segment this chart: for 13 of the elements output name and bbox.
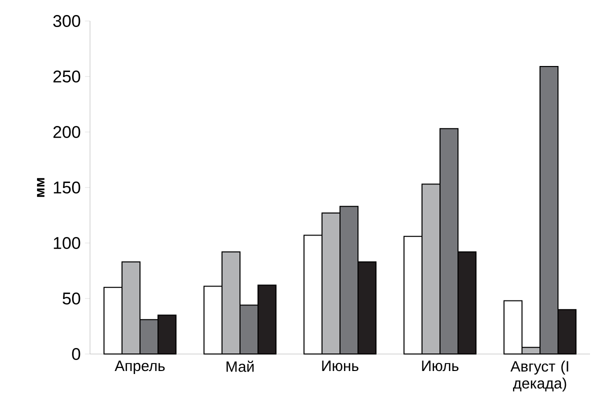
y-tick-label: 300 bbox=[53, 15, 80, 27]
y-tick-label: 200 bbox=[53, 126, 80, 138]
y-tick-label: 150 bbox=[54, 182, 80, 194]
y-axis-title: мм bbox=[37, 178, 44, 197]
x-tick-label: Май bbox=[226, 360, 254, 372]
x-tick-label: Июль bbox=[422, 360, 458, 372]
x-tick-label: Июнь bbox=[322, 360, 358, 372]
y-tick-label: 250 bbox=[53, 70, 80, 82]
y-tick-label: 0 bbox=[72, 348, 80, 360]
x-tick-label: Август (I декада) bbox=[510, 360, 568, 392]
y-tick-label: 100 bbox=[54, 237, 80, 249]
y-tick-label: 50 bbox=[62, 292, 80, 304]
x-tick-label: Апрель bbox=[114, 360, 165, 374]
